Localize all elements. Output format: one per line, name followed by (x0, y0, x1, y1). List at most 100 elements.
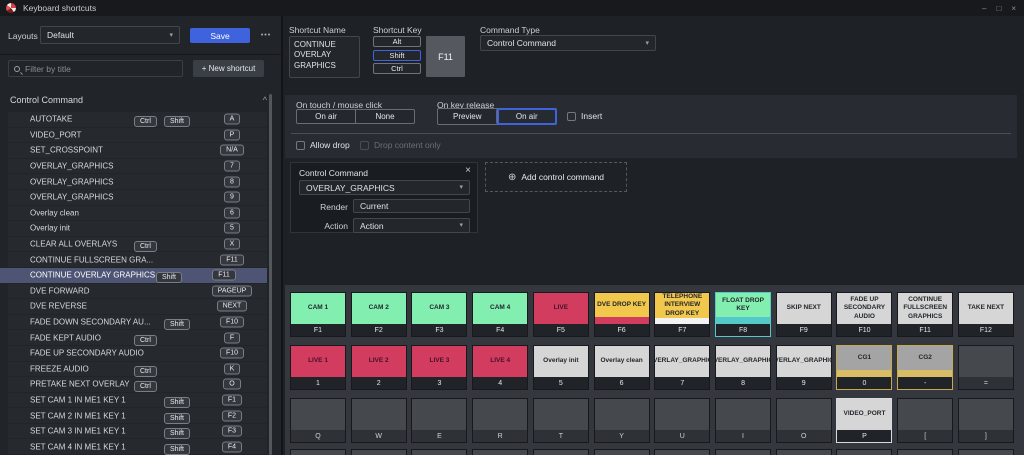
keyboard-key[interactable] (836, 449, 893, 455)
shortcut-row[interactable]: AUTOTAKE Ctrl Shift A (8, 112, 267, 128)
keyboard-key[interactable] (897, 449, 954, 455)
keyboard-key-4[interactable]: LIVE 4 4 (472, 345, 529, 390)
shortcut-row[interactable]: OVERLAY_GRAPHICS 8 (8, 174, 267, 189)
keyboard-key-f1[interactable]: CAM 1 F1 (290, 292, 346, 337)
keyboard-key-q[interactable]: Q (290, 398, 346, 443)
keyboard-key[interactable] (715, 449, 772, 455)
search-input[interactable]: Filter by title (8, 60, 183, 77)
on-touch-onair-option[interactable]: On air (315, 112, 337, 121)
keyboard-key[interactable] (290, 449, 346, 455)
layout-select[interactable]: Default ▾ (40, 26, 180, 44)
keyboard-key-1[interactable]: LIVE 1 1 (290, 345, 346, 390)
shortcut-row[interactable]: FADE DOWN SECONDARY AU... Shift F10 (8, 314, 267, 331)
keyboard-key-0[interactable]: CG1 0 (836, 345, 893, 390)
keyboard-key-i[interactable]: I (715, 398, 772, 443)
shortcut-row[interactable]: SET_CROSSPOINT N/A (8, 143, 267, 158)
alt-modifier-button[interactable]: Alt (373, 36, 421, 47)
shortcut-row[interactable]: DVE REVERSE NEXT (8, 299, 267, 314)
close-icon[interactable]: × (465, 165, 471, 176)
shift-modifier-button[interactable]: Shift (373, 49, 421, 61)
on-touch-none-option[interactable]: None (355, 110, 414, 123)
shortcut-row[interactable]: CONTINUE FULLSCREEN GRA... F11 (8, 252, 267, 267)
shortcut-row[interactable]: CONTINUE OVERLAY GRAPHICS Shift F11 (0, 267, 267, 284)
shortcut-row[interactable]: SET CAM 1 IN ME1 KEY 1 Shift F1 (8, 392, 267, 408)
action-select[interactable]: Action ▾ (353, 218, 470, 233)
shortcut-row[interactable]: PRETAKE NEXT OVERLAY Ctrl O (8, 377, 267, 393)
shortcut-row[interactable]: SET CAM 4 IN ME1 KEY 1 Shift F4 (8, 439, 267, 455)
shift-badge: Shift (164, 319, 191, 331)
keyboard-key-f3[interactable]: CAM 3 F3 (411, 292, 468, 337)
shortcut-row[interactable]: OVERLAY_GRAPHICS 9 (8, 189, 267, 205)
key-body (898, 450, 953, 455)
keyboard-key-f11[interactable]: CONTINUE FULLSCREEN GRAPHICS F11 (897, 292, 954, 337)
control-command-select[interactable]: OVERLAY_GRAPHICS ▾ (299, 180, 470, 195)
keyboard-key-[[interactable]: [ (897, 398, 954, 443)
release-preview-option[interactable]: Preview (453, 112, 482, 121)
new-shortcut-button[interactable]: + New shortcut (193, 60, 264, 77)
keyboard-key[interactable] (593, 449, 650, 455)
keyboard-key[interactable] (957, 449, 1014, 455)
save-button[interactable]: Save (190, 28, 250, 43)
keyboard-key[interactable] (775, 449, 832, 455)
ctrl-modifier-button[interactable]: Ctrl (373, 63, 421, 74)
keyboard-key-f9[interactable]: SKIP NEXT F9 (775, 292, 832, 337)
shortcut-row[interactable]: SET CAM 3 IN ME1 KEY 1 Shift F3 (8, 423, 267, 440)
keyboard-key-t[interactable]: T (532, 398, 589, 443)
minimize-button[interactable]: – (982, 3, 987, 13)
keyboard-key-6[interactable]: Overlay clean 6 (593, 345, 650, 390)
close-button[interactable]: × (1011, 3, 1016, 13)
keyboard-key-7[interactable]: OVERLAY_GRAPHICS 7 (654, 345, 711, 390)
keyboard-key-o[interactable]: O (775, 398, 832, 443)
shortcut-row[interactable]: CLEAR ALL OVERLAYS Ctrl X (8, 236, 267, 253)
shortcut-row[interactable]: VIDEO_PORT P (8, 127, 267, 143)
shortcut-row[interactable]: Overlay init 5 (8, 221, 267, 236)
add-control-command-button[interactable]: ⊕ Add control command (485, 162, 627, 192)
release-onair-option[interactable]: On air (496, 109, 556, 124)
keyboard-key-w[interactable]: W (350, 398, 407, 443)
keyboard-key-f4[interactable]: CAM 4 F4 (472, 292, 529, 337)
list-scrollbar[interactable] (269, 94, 272, 455)
keyboard-key-e[interactable]: E (411, 398, 468, 443)
render-input[interactable]: Current (353, 199, 470, 213)
keyboard-key-f8[interactable]: FLOAT DROP KEY F8 (715, 292, 772, 337)
shortcut-row[interactable]: FADE UP SECONDARY AUDIO F10 (8, 345, 267, 361)
keyboard-key-3[interactable]: LIVE 3 3 (411, 345, 468, 390)
allow-drop-checkbox[interactable]: Allow drop (296, 140, 350, 150)
maximize-button[interactable]: □ (996, 3, 1002, 13)
key-command-label: LIVE (553, 304, 569, 312)
keyboard-key--[interactable]: CG2 - (897, 345, 954, 390)
shortcut-row[interactable]: FREEZE AUDIO Ctrl K (8, 361, 267, 377)
keyboard-key-f2[interactable]: CAM 2 F2 (350, 292, 407, 337)
keyboard-key-][interactable]: ] (957, 398, 1014, 443)
keyboard-key-=[interactable]: = (957, 345, 1014, 390)
shortcut-row[interactable]: OVERLAY_GRAPHICS 7 (8, 158, 267, 174)
shortcut-key-display[interactable]: F11 (426, 36, 465, 77)
keyboard-key[interactable] (532, 449, 589, 455)
keyboard-key-y[interactable]: Y (593, 398, 650, 443)
keyboard-key-f10[interactable]: FADE UP SECONDARY AUDIO F10 (836, 292, 893, 337)
keyboard-key-5[interactable]: Overlay init 5 (532, 345, 589, 390)
shortcut-row[interactable]: Overlay clean 6 (8, 205, 267, 221)
keyboard-key[interactable] (654, 449, 711, 455)
keyboard-key[interactable] (472, 449, 529, 455)
shortcut-row[interactable]: SET CAM 2 IN ME1 KEY 1 Shift F2 (8, 408, 267, 424)
keyboard-key-f7[interactable]: TELEPHONE INTERVIEW DROP KEY F7 (654, 292, 711, 337)
keyboard-key-2[interactable]: LIVE 2 2 (350, 345, 407, 390)
shortcut-row[interactable]: FADE KEPT AUDIO Ctrl F (8, 330, 267, 346)
section-header-control-command[interactable]: Control Command ^ (0, 93, 267, 107)
keyboard-key-p[interactable]: VIDEO_PORT P (836, 398, 893, 443)
keyboard-key-f6[interactable]: DVE DROP KEY F6 (593, 292, 650, 337)
keyboard-key-9[interactable]: OVERLAY_GRAPHICS 9 (775, 345, 832, 390)
keyboard-key[interactable] (350, 449, 407, 455)
more-options-button[interactable]: ••• (256, 28, 276, 43)
insert-checkbox[interactable]: Insert (567, 111, 602, 121)
keyboard-key-u[interactable]: U (654, 398, 711, 443)
shortcut-row[interactable]: DVE FORWARD PAGEUP (8, 283, 267, 299)
keyboard-key-8[interactable]: OVERLAY_GRAPHICS 8 (715, 345, 772, 390)
keyboard-key-f12[interactable]: TAKE NEXT F12 (957, 292, 1014, 337)
shortcut-name-input[interactable]: CONTINUE OVERLAY GRAPHICS (289, 36, 360, 78)
keyboard-key[interactable] (411, 449, 468, 455)
command-type-select[interactable]: Control Command ▾ (480, 35, 656, 51)
keyboard-key-r[interactable]: R (472, 398, 529, 443)
keyboard-key-f5[interactable]: LIVE F5 (532, 292, 589, 337)
